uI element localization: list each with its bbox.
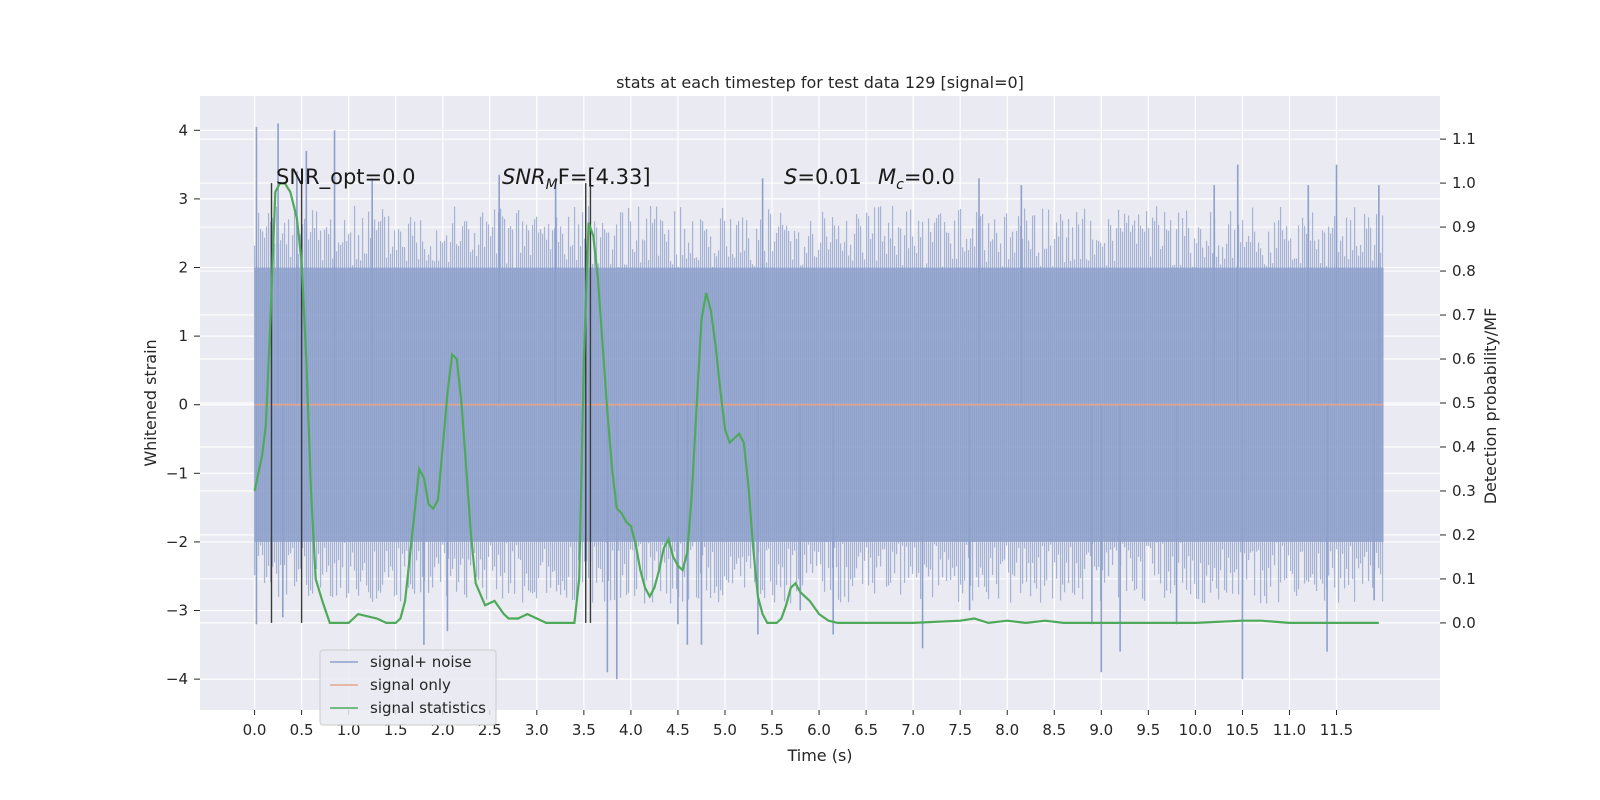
y-right-axis-label: Detection probability/MF — [1481, 308, 1500, 505]
x-tick-labels: 0.0 0.5 1.0 1.5 2.0 2.5 3.0 3.5 4.0 4.5 5.0 5.5 6.0 6… — [243, 710, 1353, 739]
x-tick-label-7: 3.5 — [572, 721, 596, 739]
y-right-tick-label-5: 0.5 — [1452, 394, 1476, 412]
x-tick-label-23: 11.5 — [1320, 721, 1353, 739]
y-right-tick-label-2: 0.2 — [1452, 526, 1476, 544]
y-left-tick-label-8: 4 — [178, 121, 188, 139]
y-right-tick-label-0: 0.0 — [1452, 614, 1476, 632]
x-tick-label-9: 4.5 — [666, 721, 690, 739]
y-left-tick-label-5: 1 — [178, 327, 188, 345]
x-tick-label-16: 8.0 — [995, 721, 1019, 739]
y-left-tick-label-7: 3 — [178, 190, 188, 208]
signal-statistics-line — [253, 182, 1379, 625]
annotation-snr-mf-sub: M — [546, 177, 558, 193]
y-left-tick-label-3: −1 — [166, 464, 188, 482]
annotation-mc-main: M — [878, 165, 896, 189]
x-tick-label-11: 5.5 — [760, 721, 784, 739]
y-right-tick-label-6: 0.6 — [1452, 350, 1476, 368]
y-left-tick-label-1: −3 — [166, 602, 188, 620]
x-tick-label-14: 7.0 — [901, 721, 925, 739]
x-tick-label-21: 10.5 — [1226, 721, 1259, 739]
x-axis-label: Time (s) — [786, 746, 852, 765]
annotation-s-rest: =0.01 — [797, 165, 861, 189]
signal-noise-spikes — [255, 123, 1380, 680]
x-tick-label-13: 6.5 — [854, 721, 878, 739]
y-left-axis-label: Whitened strain — [141, 339, 160, 466]
y-right-tick-label-8: 0.8 — [1452, 262, 1476, 280]
x-tick-label-6: 3.0 — [525, 721, 549, 739]
x-tick-label-22: 11.0 — [1273, 721, 1306, 739]
annotation-mc: Mc=0.0 — [878, 165, 955, 193]
annotation-snr-mf-rest: F=[4.33] — [558, 165, 651, 189]
y-left-tick-labels: −4 −3 −2 −1 0 1 2 3 4 — [166, 121, 200, 688]
x-tick-label-15: 7.5 — [948, 721, 972, 739]
y-left-tick-label-4: 0 — [178, 396, 188, 414]
legend-label-signal-noise: signal+ noise — [370, 653, 472, 671]
annotation-s-main: S — [784, 165, 797, 189]
x-tick-label-0: 0.0 — [243, 721, 267, 739]
legend: signal+ noise signal only signal statist… — [319, 649, 497, 726]
annotation-snr-mf-main: SNR — [502, 165, 546, 189]
y-right-tick-label-1: 0.1 — [1452, 570, 1476, 588]
x-tick-label-17: 8.5 — [1042, 721, 1066, 739]
y-left-tick-label-6: 2 — [178, 259, 188, 277]
legend-label-signal-only: signal only — [370, 676, 451, 694]
y-right-tick-label-9: 0.9 — [1452, 218, 1476, 236]
y-right-tick-label-3: 0.3 — [1452, 482, 1476, 500]
legend-box — [319, 649, 497, 726]
x-tick-label-1: 0.5 — [290, 721, 314, 739]
x-tick-label-19: 9.5 — [1136, 721, 1160, 739]
x-tick-label-20: 10.0 — [1179, 721, 1212, 739]
y-right-tick-labels: 0.0 0.1 0.2 0.3 0.4 0.5 0.6 0.7 0.8 0.9 1.0 1.1 — [1440, 130, 1476, 632]
y-left-tick-label-2: −2 — [166, 533, 188, 551]
annotation-snr-opt: SNR_opt=0.0 — [276, 165, 416, 190]
x-tick-label-8: 4.0 — [619, 721, 643, 739]
annotation-mc-sub: c — [896, 177, 904, 193]
y-right-tick-label-4: 0.4 — [1452, 438, 1476, 456]
y-right-tick-label-11: 1.1 — [1452, 130, 1476, 148]
x-tick-label-12: 6.0 — [807, 721, 831, 739]
x-tick-label-10: 5.0 — [713, 721, 737, 739]
legend-label-signal-statistics: signal statistics — [370, 699, 486, 717]
annotation-mc-rest: =0.0 — [904, 165, 955, 189]
y-right-tick-label-7: 0.7 — [1452, 306, 1476, 324]
annotation-s: S=0.01 — [784, 165, 862, 189]
annotation-snr-mf: SNRMF=[4.33] — [502, 165, 651, 193]
x-tick-label-18: 9.0 — [1089, 721, 1113, 739]
y-left-tick-label-0: −4 — [166, 670, 188, 688]
chart-title: stats at each timestep for test data 129… — [616, 73, 1024, 92]
y-right-tick-label-10: 1.0 — [1452, 174, 1476, 192]
